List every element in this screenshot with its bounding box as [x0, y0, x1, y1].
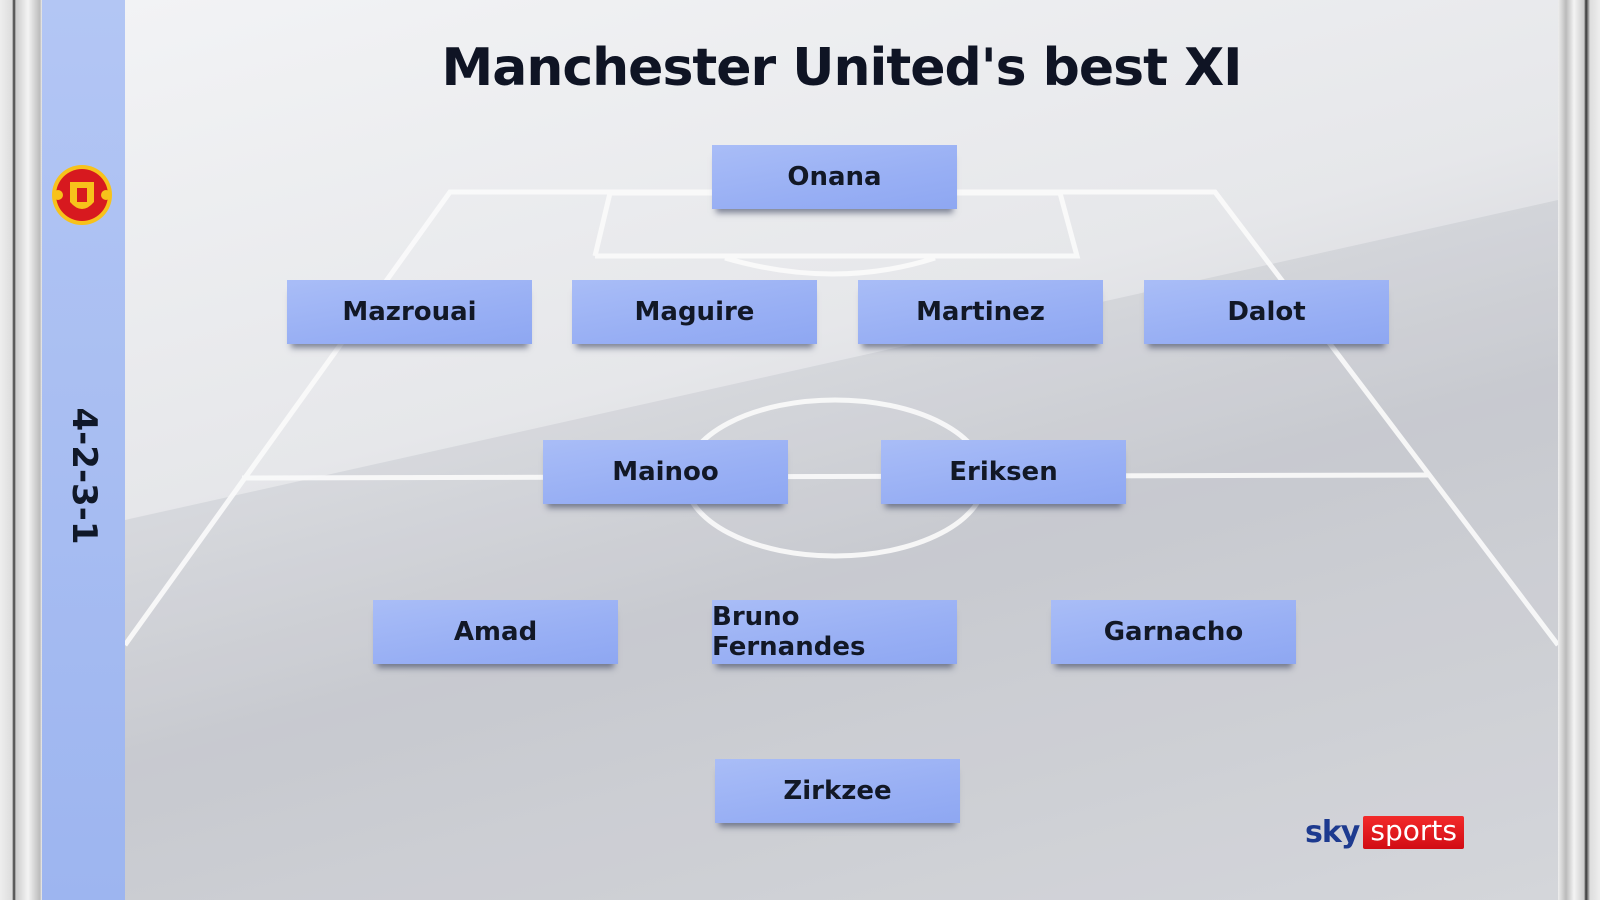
player-attacking-midfielder: Garnacho: [1051, 600, 1296, 664]
manchester-united-crest-icon: [52, 165, 112, 225]
player-defender: Mazrouai: [287, 280, 532, 344]
player-striker: Zirkzee: [715, 759, 960, 823]
player-goalkeeper: Onana: [712, 145, 957, 209]
sky-sports-logo: sky sports: [1305, 815, 1464, 850]
player-attacking-midfielder: Amad: [373, 600, 618, 664]
page-title: Manchester United's best XI: [441, 38, 1242, 98]
formation-label: 4-2-3-1: [64, 407, 104, 545]
sports-logo-text: sports: [1363, 816, 1464, 849]
right-frame: [1558, 0, 1600, 900]
player-attacking-midfielder: Bruno Fernandes: [712, 600, 957, 664]
player-defender: Maguire: [572, 280, 817, 344]
player-midfielder: Eriksen: [881, 440, 1126, 504]
player-defender: Martinez: [858, 280, 1103, 344]
player-defender: Dalot: [1144, 280, 1389, 344]
sky-logo-text: sky: [1305, 815, 1360, 850]
sidebar: [42, 0, 125, 900]
player-midfielder: Mainoo: [543, 440, 788, 504]
left-frame: [0, 0, 42, 900]
